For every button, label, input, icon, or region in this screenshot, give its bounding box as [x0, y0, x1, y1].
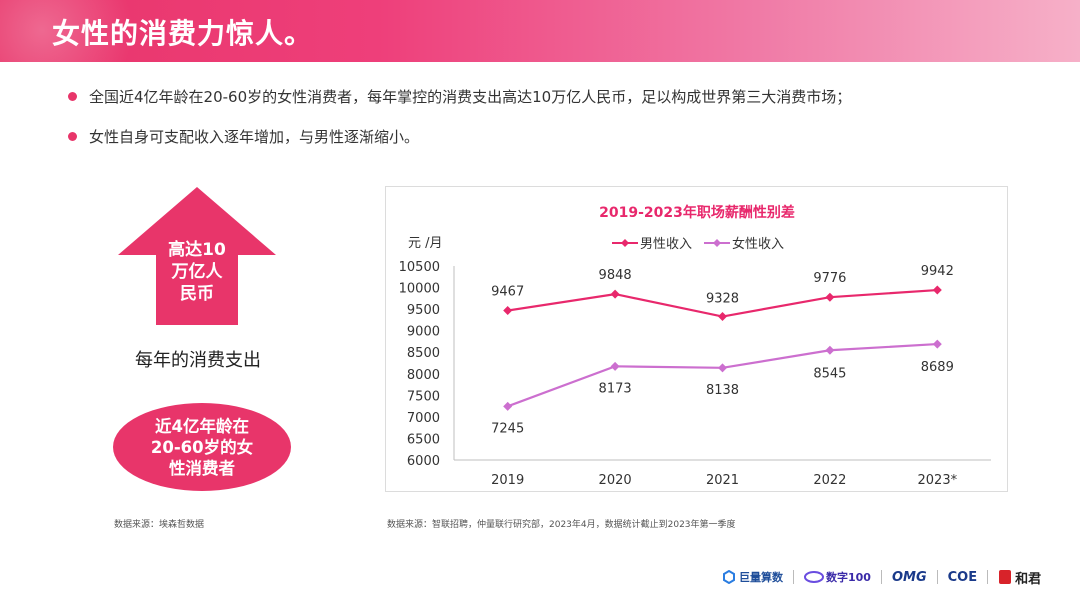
oval-text-line: 20-60岁的女 — [150, 437, 254, 457]
coe-logo: COE — [948, 570, 977, 585]
hejun-seal-icon — [999, 570, 1012, 584]
data-point — [503, 401, 513, 411]
data-point — [610, 361, 620, 371]
bullet-dot — [68, 92, 77, 101]
y-tick-label: 7500 — [407, 389, 440, 404]
oval-text: 近4亿年龄在 20-60岁的女 性消费者 — [137, 416, 267, 479]
data-label: 8689 — [921, 360, 954, 375]
oval-text-line: 近4亿年龄在 — [155, 416, 249, 436]
spending-caption: 每年的消费支出 — [135, 350, 261, 371]
chart-source-note: 数据来源：智联招聘，仲量联行研究部，2023年4月，数据统计截止到2023年第一… — [387, 520, 736, 530]
y-tick-label: 10000 — [399, 282, 440, 297]
logo-divider — [793, 570, 794, 584]
up-arrow-icon — [118, 187, 276, 325]
salary-chart-panel: 2019-2023年职场薪酬性别差元 /月 男性收入 女性收入 6000 6500 700… — [385, 186, 1008, 492]
logo-divider — [987, 570, 989, 584]
legend-marker — [621, 239, 629, 247]
shuzi100-mark-icon — [804, 571, 824, 583]
legend-marker — [713, 239, 721, 247]
juliang-logo: 巨量算数 — [722, 569, 783, 585]
legend-label: 男性收入 — [640, 237, 692, 252]
arrow-text-line: 万亿人 — [171, 262, 223, 282]
data-point — [825, 292, 835, 302]
x-tick-label: 2022 — [813, 473, 846, 488]
y-tick-label: 9000 — [407, 325, 440, 340]
data-label: 9467 — [491, 285, 524, 300]
chart-title: 2019-2023年职场薪酬性别差 — [599, 204, 795, 221]
data-label: 7245 — [491, 421, 524, 436]
page-title: 女性的消费力惊人。 — [52, 17, 314, 50]
coe-logo-text: COE — [947, 569, 978, 585]
header-banner: 女性的消费力惊人。 — [0, 0, 1080, 62]
omg-logo-text: OMG — [891, 569, 927, 585]
omg-logo: OMG — [892, 570, 927, 585]
arrow-text-line: 高达10 — [168, 240, 226, 260]
data-point — [718, 363, 727, 373]
juliang-mark-icon — [723, 570, 735, 584]
juliang-logo-text: 巨量算数 — [739, 571, 783, 584]
logo-divider — [936, 570, 938, 584]
y-tick-label: 9500 — [407, 303, 440, 318]
data-point — [932, 285, 942, 295]
bullet-text: 女性自身可支配收入逐年增加，与男性逐渐缩小。 — [89, 128, 420, 146]
shuzi100-logo-text: 数字100 — [826, 571, 871, 584]
data-label: 9776 — [813, 271, 846, 286]
data-label: 8545 — [813, 366, 846, 381]
up-arrow-graphic: 高达10 万亿人 民币 — [118, 187, 276, 325]
bullet-item: 全国近4亿年龄在20-60岁的女性消费者，每年掌控的消费支出高达10万亿人民币，… — [68, 86, 851, 107]
arrow-text-line: 民币 — [180, 284, 214, 304]
hejun-logo-text: 和君 — [1015, 571, 1042, 587]
data-point — [932, 339, 942, 349]
x-tick-label: 2019 — [491, 473, 524, 488]
y-tick-label: 8000 — [407, 368, 440, 383]
bullet-item: 女性自身可支配收入逐年增加，与男性逐渐缩小。 — [68, 126, 419, 147]
data-label: 9942 — [921, 264, 954, 279]
x-tick-label: 2023* — [918, 473, 958, 488]
x-tick-label: 2020 — [599, 473, 632, 488]
data-point — [718, 312, 727, 322]
hejun-logo: 和君 — [998, 568, 1041, 587]
data-label: 8173 — [599, 381, 632, 396]
legend-label: 女性收入 — [732, 236, 784, 252]
data-point — [610, 289, 620, 299]
y-tick-label: 7000 — [407, 411, 440, 426]
footer-logos: 巨量算数 数字100 OMG COE 和君 — [722, 566, 1042, 588]
logo-divider — [880, 570, 882, 584]
y-tick-label: 8500 — [407, 346, 440, 361]
oval-text-line: 性消费者 — [169, 458, 235, 478]
y-axis-label: 元 /月 — [408, 236, 443, 251]
shuzi100-logo: 数字100 — [804, 569, 871, 585]
data-label: 9328 — [706, 292, 739, 307]
left-source-note: 数据来源：埃森哲数据 — [114, 520, 205, 530]
data-label: 9848 — [599, 268, 632, 283]
bullet-dot — [68, 132, 77, 141]
y-tick-label: 6500 — [407, 432, 440, 447]
data-point — [503, 306, 513, 316]
consumer-oval: 近4亿年龄在 20-60岁的女 性消费者 — [113, 403, 291, 491]
x-tick-label: 2021 — [706, 473, 739, 488]
data-label: 8138 — [706, 383, 739, 398]
data-point — [825, 345, 835, 355]
y-tick-label: 6000 — [407, 454, 440, 469]
y-tick-label: 10500 — [399, 260, 440, 275]
arrow-text: 高达10 万亿人 民币 — [154, 239, 240, 305]
bullet-text: 全国近4亿年龄在20-60岁的女性消费者，每年掌控的消费支出高达10万亿人民币，… — [89, 88, 852, 106]
